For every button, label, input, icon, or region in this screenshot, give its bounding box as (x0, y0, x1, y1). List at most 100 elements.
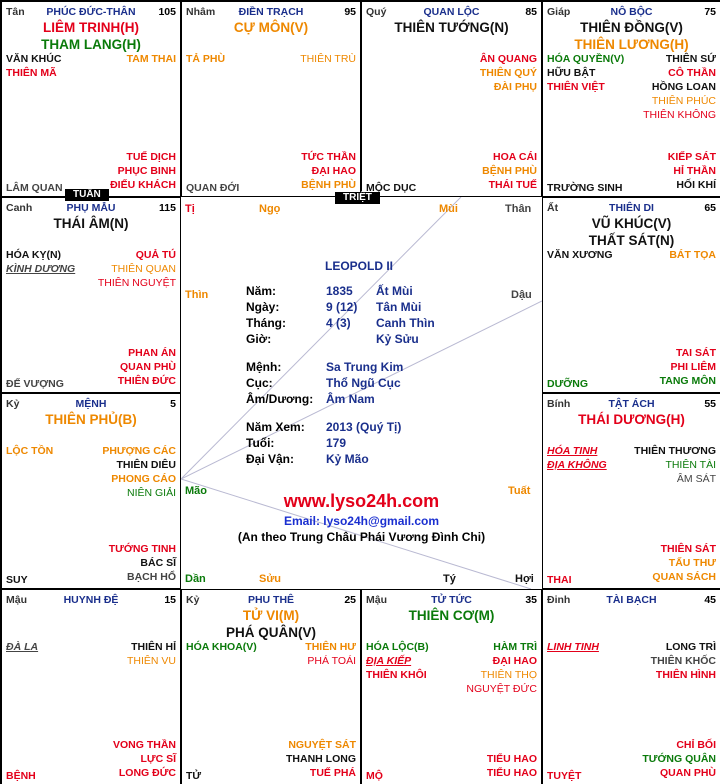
palace-header: TẬT ÁCH Bính 55 (547, 398, 716, 412)
minor-star: ĐỊA KHÔNG (547, 459, 607, 471)
minor-star: LINH TINH (547, 641, 599, 653)
minor-star: HỒNG LOAN (651, 81, 716, 93)
major-star: THÁI ÂM(N) (53, 216, 129, 231)
right-stars: THIÊN THƯƠNG THIÊN TÀI ÂM SÁT (634, 444, 716, 486)
thang-label: Tháng: (246, 316, 286, 330)
major-star: THIÊN TƯỚNG(N) (394, 20, 509, 35)
bottom-right-stars: VONG THẦN LỰC SĨ LONG ĐỨC (113, 738, 176, 780)
palace-cell-tuat[interactable]: TẬT ÁCH Bính 55 THÁI DƯƠNG(H) HÓA TINH ĐỊA KH… (542, 393, 720, 589)
left-stars: HÓA KHOA(V) (186, 640, 257, 654)
minor-star: THIÊN TÀI (665, 459, 716, 471)
palace-cell-ty2[interactable]: TỬ TỨC Mậu 35 THIÊN CƠ(M) HÓA LỘC(B) ĐỊA KIẾP… (361, 589, 542, 784)
palace-cell-dau[interactable]: THIÊN DI Ất 65 VŨ KHÚC(V) THẤT SÁT(N) VĂN XƯƠ… (542, 197, 720, 393)
bottom-right-stars: TỨC THẦN ĐẠI HAO BỆNH PHÙ (301, 150, 356, 192)
menh-value: Sa Trung Kim (326, 360, 404, 374)
bottom-right-stars: KIẾP SÁT HỈ THẦN HỐI KHÍ (668, 150, 716, 192)
palace-cell-dan[interactable]: HUYNH ĐỆ Mậu 15 ĐÀ LA THIÊN HỈ THIÊN VU VONG T… (1, 589, 181, 784)
minor-star: ĐÀ LA (6, 641, 39, 653)
period-number: 45 (704, 594, 716, 606)
palace-cell-hoi[interactable]: TÀI BẠCH Đinh 45 LINH TINH LONG TRÌ THIÊN KHỐ… (542, 589, 720, 784)
minor-star: QUẢ TÚ (135, 249, 176, 261)
menh-label: Mệnh: (246, 360, 282, 374)
palace-cell-thin[interactable]: PHỤ MẪU Canh 115 THÁI ÂM(N) HÓA KỴ(N) KÌNH DƯ… (1, 197, 181, 393)
palace-header: THIÊN DI Ất 65 (547, 202, 716, 216)
branch-label-mui: Mùi (439, 203, 458, 215)
bottom-right-stars: TƯỚNG TINH BÁC SĨ BẠCH HỔ (109, 542, 176, 584)
minor-star: TUẾ DỊCH (126, 151, 176, 163)
palace-cell-mui[interactable]: QUAN LỘC Quý 85 THIÊN TƯỚNG(N) ÂN QUANG THIÊN… (361, 1, 542, 197)
right-stars: THIÊN HƯ PHÁ TOÁI (305, 640, 356, 668)
minor-star: THIÊN MÃ (6, 67, 57, 79)
bottom-right-stars: THIÊN SÁT TẤU THƯ QUAN SÁCH (652, 542, 716, 584)
minor-star: PHƯỢNG CÁC (102, 445, 176, 457)
bottom-right-stars: NGUYỆT SÁT THANH LONG TUẾ PHÁ (286, 738, 356, 780)
right-stars: QUẢ TÚ THIÊN QUAN THIÊN NGUYỆT (98, 248, 176, 290)
minor-star: THIÊN SÁT (660, 543, 716, 555)
palace-cell-suu[interactable]: PHU THÊ Kỷ 25 TỬ VI(M) PHÁ QUÂN(V) HÓA KHOA(V… (181, 589, 361, 784)
minor-star: ĐÀI PHỤ (493, 81, 537, 93)
minor-star: BÁC SĨ (140, 557, 176, 569)
right-stars: LONG TRÌ THIÊN KHỐC THIÊN HÌNH (651, 640, 716, 682)
daivan-label: Đại Vận: (246, 452, 295, 466)
minor-star: LONG TRÌ (665, 641, 716, 653)
palace-header: PHÚC ĐỨC-THÂN Tân 105 (6, 6, 176, 20)
minor-star: ÂN QUANG (479, 53, 537, 65)
branch-label-suu: Sửu (259, 573, 282, 585)
palace-header: HUYNH ĐỆ Mậu 15 (6, 594, 176, 608)
bottom-right-stars: HOA CÁI BỆNH PHÙ THÁI TUẾ (482, 150, 537, 192)
palace-name: QUAN LỘC (423, 6, 480, 18)
period-number: 5 (170, 398, 176, 410)
palace-header: NÔ BỘC Giáp 75 (547, 6, 716, 20)
bottom-right-stars: PHAN ÁN QUAN PHÙ THIÊN ĐỨC (118, 346, 176, 388)
minor-star: THIÊN QUÝ (479, 67, 537, 79)
period-number: 105 (158, 6, 176, 18)
life-stage: MỘC DỤC (366, 182, 417, 194)
heavenly-stem: Canh (6, 202, 33, 214)
palace-name: NÔ BỘC (610, 6, 653, 18)
palace-name: TÀI BẠCH (606, 594, 657, 606)
palace-cell-ty[interactable]: PHÚC ĐỨC-THÂN Tân 105 LIÊM TRINH(H) THAM LAN… (1, 1, 181, 197)
period-number: 75 (704, 6, 716, 18)
minor-star: PHAN ÁN (128, 347, 176, 359)
minor-star: TỨC THẦN (301, 151, 356, 163)
palace-cell-ngo[interactable]: ĐIỀN TRẠCH Nhâm 95 CỰ MÔN(V) TẢ PHÙ THIÊN TRÙ… (181, 1, 361, 197)
minor-star: THIÊN QUAN (111, 263, 176, 275)
palace-cell-mao[interactable]: MỆNH Kỷ 5 THIÊN PHỦ(B) LỘC TỒN PHƯỢNG CÁC THIÊ… (1, 393, 181, 589)
period-number: 65 (704, 202, 716, 214)
right-stars: TAM THAI (127, 52, 176, 66)
minor-star: HÀM TRÌ (493, 641, 537, 653)
bottom-right-stars: TIỂU HAO TIỂU HAO (487, 752, 537, 780)
thang-value: 4 (3) (326, 316, 351, 330)
heavenly-stem: Kỷ (6, 398, 20, 410)
heavenly-stem: Mậu (366, 594, 387, 606)
branch-label-than: Thân (505, 203, 532, 215)
major-star: THẤT SÁT(N) (588, 233, 675, 248)
minor-star: TAI SÁT (675, 347, 716, 359)
right-stars: BÁT TỌA (669, 248, 716, 262)
major-star: PHÁ QUÂN(V) (226, 625, 316, 640)
palace-cell-than[interactable]: NÔ BỘC Giáp 75 THIÊN ĐỒNG(V) THIÊN LƯƠNG(H) H… (542, 1, 720, 197)
life-stage: BỆNH (6, 770, 36, 782)
major-star: THIÊN ĐỒNG(V) (580, 20, 683, 35)
nam-canchi: Ất Mùi (376, 284, 413, 298)
major-star: CỰ MÔN(V) (233, 20, 309, 35)
minor-star: BẠCH HỔ (127, 571, 176, 583)
branch-label-mao: Mão (185, 485, 207, 497)
palace-name: THIÊN DI (609, 202, 654, 214)
palace-header: ĐIỀN TRẠCH Nhâm 95 (186, 6, 356, 20)
branch-label-tuat: Tuất (508, 485, 531, 497)
palace-header: QUAN LỘC Quý 85 (366, 6, 537, 20)
minor-star: THIÊN VIỆT (547, 81, 605, 93)
bottom-right-stars: CHỈ BỐI TƯỚNG QUÂN QUAN PHÙ (642, 738, 716, 780)
aspect-line (181, 300, 542, 480)
ngay-label: Ngày: (246, 300, 280, 314)
heavenly-stem: Tân (6, 6, 25, 18)
major-star: THIÊN PHỦ(B) (45, 412, 137, 427)
heavenly-stem: Đinh (547, 594, 571, 606)
right-stars: THIÊN SỨ CÔ THẦN HỒNG LOAN THIÊN PHÚC THIÊN … (643, 52, 716, 122)
minor-star: HỮU BẬT (547, 67, 596, 79)
minor-star: THIÊN KHÔNG (643, 109, 716, 121)
minor-star: THIÊN KHỐC (650, 655, 716, 667)
minor-star: PHI LIÊM (670, 361, 716, 373)
